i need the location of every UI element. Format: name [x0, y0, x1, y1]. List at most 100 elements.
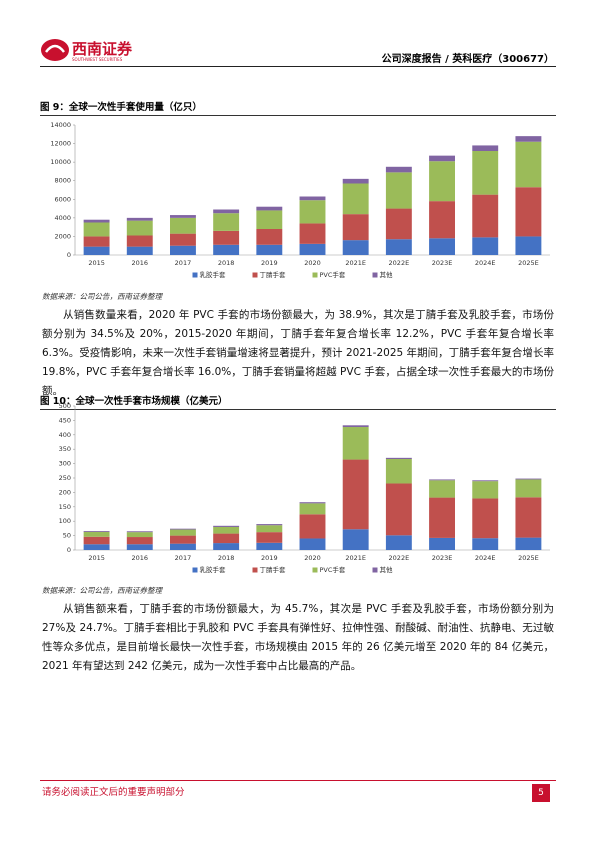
x-tick-label: 2024E [475, 259, 496, 267]
y-tick-label: 2000 [54, 232, 71, 240]
legend-swatch [252, 272, 258, 278]
legend-label: 其他 [380, 270, 394, 279]
paragraph: 从销售额来看，丁腈手套的市场份额最大，为 45.7%，其次是 PVC 手套及乳胶… [42, 603, 554, 672]
bar [429, 479, 455, 481]
bar [126, 532, 153, 538]
bar [472, 194, 499, 238]
x-tick-label: 2017 [175, 554, 192, 562]
bar [83, 236, 110, 247]
x-tick-label: 2023E [432, 259, 453, 267]
bar [429, 161, 455, 202]
x-tick-label: 2020 [304, 259, 321, 267]
report-title: 公司深度报告 / 英科医疗（300677） [381, 54, 554, 65]
bar [213, 525, 240, 527]
x-tick-label: 2023E [432, 554, 453, 562]
bar [342, 529, 369, 550]
legend-label: 丁腈手套 [260, 565, 287, 574]
bar [83, 544, 110, 550]
x-tick-label: 2019 [261, 259, 278, 267]
bar [170, 543, 196, 550]
bar [83, 246, 110, 255]
bar [299, 538, 326, 550]
x-tick-label: 2021E [345, 259, 366, 267]
bar [83, 222, 110, 237]
chart: 0 2000 4000 6000 8000 10000 12000 14000 2015 2016… [50, 121, 550, 279]
bar [342, 459, 369, 530]
bar [213, 213, 240, 231]
bar [170, 245, 196, 255]
figure-title: 图 10：全球一次性手套市场规模（亿美元） [40, 393, 556, 410]
bar [472, 538, 499, 550]
x-tick-label: 2022E [389, 259, 410, 267]
bar [299, 514, 326, 539]
legend-swatch [372, 272, 378, 278]
bar [170, 535, 196, 544]
bar [83, 530, 110, 532]
bar [213, 543, 240, 550]
disclaimer: 请务必阅读正文后的重要声明部分 [42, 787, 185, 798]
y-tick-label: 10000 [50, 158, 71, 166]
bar [213, 209, 240, 214]
x-tick-label: 2021E [345, 554, 366, 562]
y-tick-label: 250 [59, 474, 71, 482]
legend-label: PVC手套 [320, 270, 346, 279]
bar [126, 544, 153, 550]
bar [515, 537, 542, 550]
bar [515, 478, 542, 480]
bar [429, 201, 455, 239]
bar [299, 196, 326, 201]
bar [472, 145, 499, 151]
legend-label: 丁腈手套 [260, 270, 287, 279]
bar [126, 537, 153, 545]
legend-swatch [192, 567, 198, 573]
bar [429, 497, 455, 538]
page-number: 5 [532, 784, 550, 802]
bar [342, 214, 369, 241]
bar [385, 457, 412, 459]
bar [342, 183, 369, 215]
header-rule [40, 66, 556, 67]
bar [83, 219, 110, 223]
x-tick-label: 2024E [475, 554, 496, 562]
bar [299, 503, 326, 515]
bar [126, 220, 153, 236]
legend-label: 乳胶手套 [200, 270, 227, 279]
bar [472, 481, 499, 499]
x-tick-label: 2025E [518, 554, 539, 562]
bar [83, 531, 110, 537]
x-tick-label: 2015 [88, 259, 105, 267]
source-note: 数据来源：公司公告，西南证券整理 [42, 292, 162, 301]
bar [256, 244, 283, 255]
y-tick-label: 4000 [54, 214, 71, 222]
legend-swatch [312, 272, 318, 278]
x-tick-label: 2016 [131, 554, 148, 562]
bar [342, 427, 369, 460]
bar [342, 178, 369, 184]
logo-icon [41, 39, 69, 61]
logo-en: SOUTHWEST SECURITIES [72, 57, 123, 62]
y-tick-label: 500 [59, 402, 71, 410]
bar [385, 535, 412, 550]
bar [472, 498, 499, 539]
bar [213, 533, 240, 544]
bar [385, 458, 412, 484]
bar [256, 542, 283, 550]
bar [299, 243, 326, 255]
legend-label: PVC手套 [320, 565, 346, 574]
bar [385, 483, 412, 536]
bar [170, 233, 196, 246]
x-tick-label: 2017 [175, 259, 192, 267]
bar [472, 480, 499, 482]
source-note: 数据来源：公司公告，西南证券整理 [42, 586, 162, 595]
bar [515, 136, 542, 142]
y-tick-label: 200 [59, 488, 71, 496]
bar [429, 238, 455, 255]
bar [515, 141, 542, 188]
chart: 0 50 100 150 200 250 300 350 400 450 500 2015 2016 20… [59, 402, 550, 574]
x-tick-label: 2015 [88, 554, 105, 562]
y-tick-label: 0 [67, 251, 71, 259]
y-tick-label: 14000 [50, 121, 71, 129]
legend-swatch [372, 567, 378, 573]
footer-rule [40, 780, 556, 781]
bar [170, 215, 196, 218]
